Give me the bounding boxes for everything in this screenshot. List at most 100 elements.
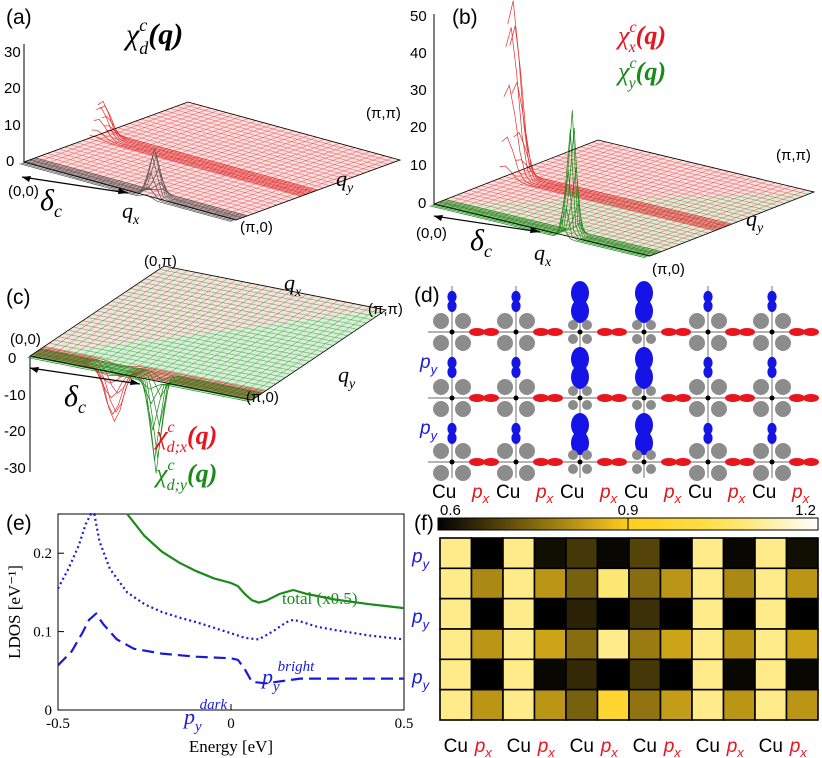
qx-label: qx xyxy=(284,270,302,300)
corner-origin: (0,0) xyxy=(8,183,39,200)
px-orbital xyxy=(547,394,563,402)
cu-atom xyxy=(641,459,647,465)
grid-line xyxy=(135,285,358,330)
cu-atom xyxy=(769,395,775,401)
panel-b-surface xyxy=(429,0,816,259)
col-label-sub: x xyxy=(674,491,682,506)
py-orbital xyxy=(767,432,777,444)
heatmap-cell xyxy=(596,688,630,721)
heatmap-cell xyxy=(691,658,725,691)
peak-line xyxy=(439,127,656,255)
heatmap-cell xyxy=(659,567,693,600)
legend-chi-dy: χc d;y(q) xyxy=(153,457,217,494)
col-label-sub: x xyxy=(799,745,807,758)
heatmap-cell xyxy=(754,658,788,691)
cu-lobe xyxy=(646,386,656,396)
peak-line xyxy=(29,153,242,219)
grid-line xyxy=(568,151,785,204)
grid-line xyxy=(556,155,774,209)
cu-lobe xyxy=(497,401,513,417)
delta-c-label: δc xyxy=(40,184,62,221)
heatmap-cell xyxy=(470,537,504,570)
heatmap-cell xyxy=(470,688,504,721)
peak-line xyxy=(31,354,254,400)
py-orbital xyxy=(447,422,457,435)
z-tick: 0 xyxy=(8,350,16,367)
heatmap-cell xyxy=(502,628,536,661)
grid-line xyxy=(149,275,372,320)
panel-e-label: (e) xyxy=(6,512,32,535)
peak-line xyxy=(37,350,260,427)
z-tick: 50 xyxy=(410,8,427,25)
px-orbital xyxy=(739,394,755,402)
cu-lobe xyxy=(646,450,656,460)
peak-line xyxy=(105,129,318,191)
heatmap-cell xyxy=(470,628,504,661)
grid-line xyxy=(144,278,367,324)
col-label-cu: Cu xyxy=(633,736,657,757)
heatmap-cell xyxy=(596,537,630,570)
cu-atom xyxy=(449,395,455,401)
heatmap-cell xyxy=(502,688,536,721)
cu-lobe xyxy=(632,400,642,410)
cu-lobe xyxy=(753,335,769,351)
py-orbital xyxy=(635,365,653,389)
grid-line xyxy=(158,112,371,171)
py-orbital xyxy=(571,431,589,455)
peak-line xyxy=(89,135,302,197)
py-orbital xyxy=(703,366,713,378)
heatmap-cell xyxy=(533,597,567,630)
heatmap-cell xyxy=(439,597,473,630)
px-orbital xyxy=(547,328,563,336)
cu-lobe xyxy=(711,443,727,459)
peak-line xyxy=(507,0,724,228)
cu-lobe xyxy=(646,334,656,344)
cu-lobe xyxy=(711,465,727,481)
x-axis-label: Energy [eV] xyxy=(189,737,273,756)
grid-line xyxy=(164,292,299,383)
corner-0-pi: (0,π) xyxy=(144,253,177,270)
grid-line xyxy=(152,114,365,174)
heatmap-cell xyxy=(470,658,504,691)
col-label-cu: Cu xyxy=(560,482,584,503)
heatmap-cell xyxy=(628,628,662,661)
heatmap-cell xyxy=(785,597,819,630)
px-orbital xyxy=(611,394,627,402)
px-orbital xyxy=(675,394,691,402)
cu-lobe xyxy=(775,401,791,417)
col-label-cu: Cu xyxy=(444,736,468,757)
px-orbital xyxy=(533,394,549,402)
px-orbital xyxy=(469,458,485,466)
annotation-total: total (x0.5) xyxy=(282,589,358,608)
cu-lobe xyxy=(455,313,471,329)
row-label-py: py xyxy=(419,352,439,377)
heatmap-cell xyxy=(439,658,473,691)
cu-lobe xyxy=(646,400,656,410)
col-label-cu: Cu xyxy=(759,736,783,757)
cu-lobe xyxy=(775,465,791,481)
heatmap-cell xyxy=(722,628,756,661)
peak-line xyxy=(95,106,308,195)
peak-line xyxy=(505,27,722,229)
px-orbital xyxy=(597,458,613,466)
px-orbital xyxy=(739,458,755,466)
heatmap-cell xyxy=(502,567,536,600)
corner-pi-0: (π,0) xyxy=(240,219,273,236)
cu-atom xyxy=(769,329,775,335)
cu-lobe xyxy=(455,401,471,417)
col-label-cu: Cu xyxy=(696,736,720,757)
grid-line xyxy=(228,305,363,396)
heatmap-cell xyxy=(502,597,536,630)
z-tick: 10 xyxy=(410,157,427,174)
column-labels: Cu px Cu px Cu px Cu px Cu px Cu px xyxy=(432,482,810,506)
cu-lobe xyxy=(497,443,513,459)
grid-line xyxy=(236,306,371,398)
px-orbital xyxy=(725,458,741,466)
grid-line xyxy=(521,169,738,222)
peak-line xyxy=(97,100,310,194)
heatmap-cell xyxy=(659,537,693,570)
px-orbital xyxy=(547,458,563,466)
py-orbital xyxy=(571,347,589,371)
z-tick: -30 xyxy=(4,460,26,477)
